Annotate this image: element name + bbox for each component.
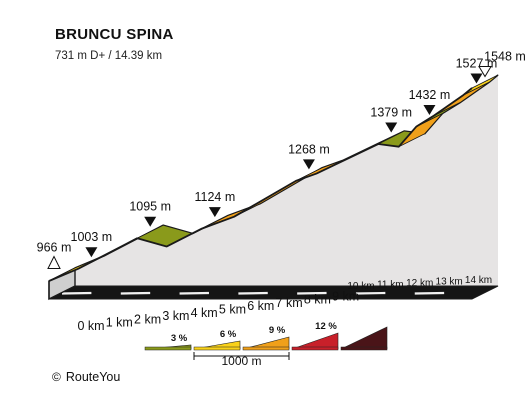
elevation-label: 1003 m bbox=[71, 230, 113, 244]
end-triangle-icon bbox=[478, 66, 492, 78]
chart-subtitle: 731 m D+ / 14.39 km bbox=[55, 50, 163, 62]
legend-bar bbox=[242, 346, 290, 351]
distance-tick-label: 3 km bbox=[162, 309, 189, 323]
copyright-icon: © bbox=[52, 370, 61, 384]
elevation-label: 966 m bbox=[37, 241, 72, 255]
peak-triangle-icon bbox=[85, 247, 98, 258]
distance-tick-label: 13 km bbox=[436, 277, 463, 288]
legend-label: 12 % bbox=[315, 321, 337, 332]
distance-tick-label: 2 km bbox=[134, 312, 161, 326]
elevation-label: 1548 m bbox=[484, 50, 526, 64]
profile-base-dash bbox=[414, 291, 445, 295]
distance-tick-label: 9 km bbox=[332, 289, 359, 303]
legend-bar bbox=[340, 346, 388, 351]
profile-base bbox=[48, 266, 499, 301]
elevation-marker: 966 m bbox=[37, 241, 72, 269]
distance-tick-label: 0 km bbox=[77, 319, 104, 333]
distance-tick-label: 11 km bbox=[377, 280, 404, 291]
distance-ticks: 0 km 1 km 2 km 3 km 4 km 5 km 6 km 7 km 8 km 9 km… bbox=[77, 275, 492, 333]
distance-tick-label: 4 km bbox=[191, 306, 218, 320]
peak-triangle-icon bbox=[470, 73, 483, 84]
elevation-marker: 1379 m bbox=[370, 106, 412, 133]
elevation-label: 1432 m bbox=[409, 88, 451, 102]
legend-wedge bbox=[340, 326, 388, 350]
legend-bar bbox=[291, 346, 339, 351]
profile-base-dash bbox=[120, 291, 151, 295]
distance-tick-label: 6 km bbox=[247, 299, 274, 313]
distance-tick-label: 5 km bbox=[219, 303, 246, 317]
legend-scale: 1000 m bbox=[193, 352, 290, 368]
distance-tick-label: 10 km bbox=[347, 281, 374, 292]
legend-swatch: 6 % bbox=[193, 329, 241, 351]
peak-triangle-icon bbox=[385, 122, 398, 133]
peak-triangle-icon bbox=[208, 207, 221, 218]
elevation-marker: 1268 m bbox=[288, 142, 330, 170]
elevation-marker: 1003 m bbox=[71, 230, 113, 258]
elevation-marker: 1095 m bbox=[129, 200, 171, 227]
peak-triangle-icon bbox=[302, 159, 315, 170]
legend-bar bbox=[144, 346, 192, 351]
distance-tick-label: 1 km bbox=[106, 316, 133, 330]
profile-base-dash bbox=[238, 291, 268, 295]
legend-swatch: 12 % bbox=[291, 321, 339, 351]
elevation-label: 1095 m bbox=[129, 200, 171, 214]
profile-walls bbox=[74, 74, 499, 286]
legend-bar bbox=[193, 346, 241, 351]
distance-tick-label: 8 km bbox=[304, 293, 331, 307]
legend-label: 6 % bbox=[220, 329, 237, 340]
profile-base-dash bbox=[61, 291, 92, 295]
elevation-label: 1124 m bbox=[194, 190, 235, 204]
elevation-marker: 1432 m bbox=[409, 88, 451, 115]
distance-tick-label: 12 km bbox=[406, 278, 433, 289]
profile-base-dash bbox=[179, 291, 209, 295]
profile-front-edge bbox=[48, 87, 473, 282]
start-triangle-icon bbox=[47, 255, 61, 269]
chart-title: BRUNCU SPINA bbox=[55, 26, 174, 43]
elevation-marker: 1548 m bbox=[478, 50, 526, 78]
legend-wedge bbox=[291, 332, 339, 350]
profile-base-dash bbox=[355, 291, 386, 295]
peak-triangle-icon bbox=[423, 104, 436, 115]
distance-tick-label: 7 km bbox=[276, 296, 303, 310]
legend-swatch bbox=[340, 326, 388, 351]
profile-base-dash bbox=[297, 291, 327, 295]
legend-label: 9 % bbox=[269, 325, 286, 336]
credit-text: RouteYou bbox=[65, 370, 121, 384]
distance-tick-label: 14 km bbox=[465, 275, 492, 286]
profile-faces bbox=[48, 74, 499, 299]
legend-swatch: 9 % bbox=[242, 325, 290, 351]
elevation-marker: 1124 m bbox=[194, 190, 235, 218]
legend-swatch: 3 % bbox=[144, 333, 192, 351]
elevation-label: 1268 m bbox=[288, 142, 330, 156]
peak-triangle-icon bbox=[144, 216, 157, 227]
profile-back-wall bbox=[75, 75, 498, 286]
gradient-legend: 3 % 6 % 9 % 12 % 1000 m bbox=[144, 321, 388, 368]
elevation-label: 1379 m bbox=[370, 106, 412, 120]
routeyou-credit: © RouteYou bbox=[52, 370, 120, 384]
scale-label: 1000 m bbox=[221, 354, 261, 368]
legend-label: 3 % bbox=[171, 333, 188, 344]
